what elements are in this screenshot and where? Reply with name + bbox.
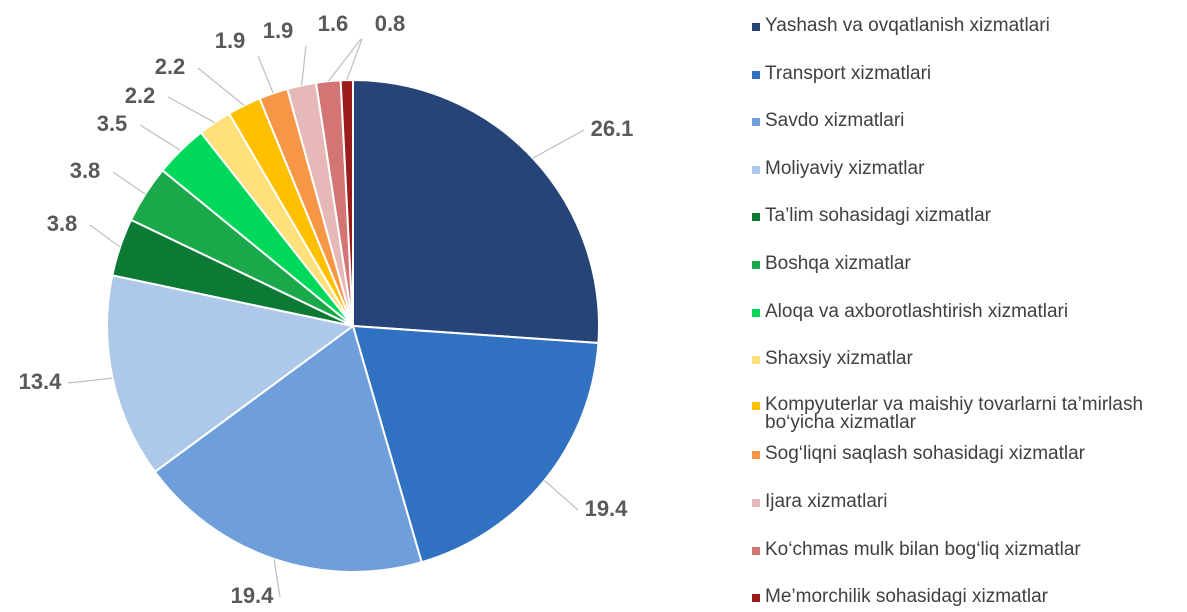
legend-label: Kompyuterlar va maishiy tovarlarni ta’mi… <box>765 393 1144 433</box>
legend-label: Shaxsiy xizmatlar <box>765 348 913 370</box>
legend-swatch <box>752 118 760 127</box>
legend-item: Moliyaviy xizmatlar <box>752 157 1165 179</box>
legend-item: Ta’lim sohasidagi xizmatlar <box>752 205 1165 227</box>
leader-line <box>167 96 216 124</box>
data-label: 3.8 <box>47 211 78 236</box>
legend-label: Aloqa va axborotlashtirish xizmatlari <box>765 300 1069 322</box>
legend-item: Savdo xizmatlari <box>752 110 1165 132</box>
leader-line <box>89 224 121 248</box>
legend-item: Yashash va ovqatlanish xizmatlari <box>752 15 1165 36</box>
leader-line <box>197 67 245 106</box>
legend-label: Moliyaviy xizmatlar <box>765 157 925 179</box>
legend-label: Ijara xizmatlari <box>765 491 888 512</box>
data-label: 3.8 <box>70 158 101 183</box>
leader-line <box>532 129 585 159</box>
data-label: 3.5 <box>97 111 128 136</box>
legend-label: Savdo xizmatlari <box>765 110 905 132</box>
legend-swatch <box>752 356 760 365</box>
data-label: 2.2 <box>125 83 156 108</box>
legend-swatch <box>752 23 760 31</box>
pie-slice <box>351 324 600 564</box>
leader-line <box>112 171 146 195</box>
legend-item: Kompyuterlar va maishiy tovarlarni ta’mi… <box>752 393 1165 433</box>
data-label: 19.4 <box>585 496 629 521</box>
legend-swatch <box>752 261 760 269</box>
legend-swatch <box>752 308 760 317</box>
legend-label: Transport xizmatlari <box>765 62 932 84</box>
data-label: 1.9 <box>215 28 246 53</box>
legend-swatch <box>752 594 760 603</box>
pie-slice <box>153 324 423 573</box>
legend-label: Boshqa xizmatlar <box>765 253 911 274</box>
legend-item: Boshqa xizmatlar <box>752 253 1165 274</box>
legend-label: Sog‘liqni saqlash sohasidagi xizmatlar <box>765 443 1086 465</box>
data-label: 26.1 <box>591 116 634 141</box>
legend-label: Ko‘chmas mulk bilan bog‘liq xizmatlar <box>765 538 1081 560</box>
leader-line <box>544 479 579 511</box>
leader-line <box>139 124 182 151</box>
data-label: 2.2 <box>155 54 186 79</box>
legend-item: Aloqa va axborotlashtirish xizmatlari <box>752 300 1165 322</box>
leader-line <box>327 38 362 82</box>
legend-swatch <box>752 401 760 410</box>
legend-swatch <box>752 165 760 174</box>
legend-item: Ijara xizmatlari <box>752 491 1165 512</box>
legend-swatch <box>752 546 760 555</box>
legend-label: Yashash va ovqatlanish xizmatlari <box>765 15 1050 36</box>
leader-line <box>301 45 307 86</box>
data-label: 13.4 <box>19 369 63 394</box>
legend-item: Shaxsiy xizmatlar <box>752 348 1165 370</box>
pie-slice <box>352 78 600 345</box>
legend-item: Transport xizmatlari <box>752 62 1165 84</box>
legend-item: Ko‘chmas mulk bilan bog‘liq xizmatlar <box>752 538 1165 560</box>
legend-label: Me’morchilik sohasidagi xizmatlar <box>765 586 1048 608</box>
legend-swatch <box>752 499 760 507</box>
legend-label: Ta’lim sohasidagi xizmatlar <box>765 205 991 227</box>
legend-swatch <box>752 451 760 460</box>
leader-line <box>346 38 363 81</box>
legend-swatch <box>752 70 760 79</box>
data-label: 0.8 <box>375 11 406 36</box>
data-label: 1.9 <box>263 18 294 43</box>
legend-swatch <box>752 213 760 222</box>
data-label: 1.6 <box>318 11 349 36</box>
leader-line <box>257 55 274 94</box>
legend-item: Me’morchilik sohasidagi xizmatlar <box>752 586 1165 608</box>
data-label: 19.4 <box>231 583 275 608</box>
leader-line <box>273 558 281 598</box>
leader-line <box>67 377 113 384</box>
pie-area: 26.1 19.4 19.4 13.4 3.8 3.8 3.5 2.2 2.2 1.9 1.9 1.6… <box>19 11 634 608</box>
legend-item: Sog‘liqni saqlash sohasidagi xizmatlar <box>752 443 1165 465</box>
